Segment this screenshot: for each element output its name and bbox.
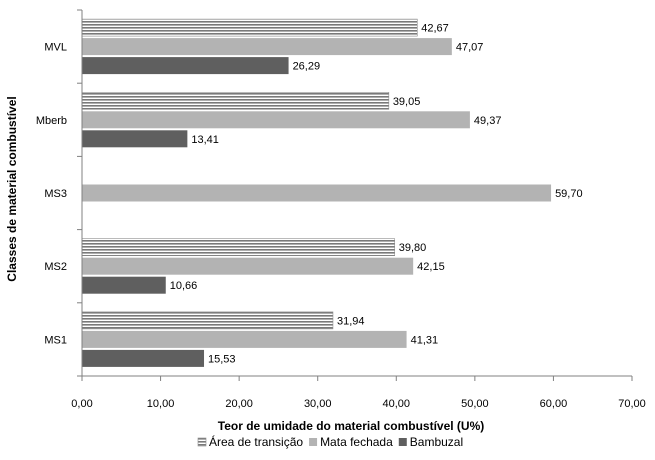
data-label: 42,15 (417, 261, 445, 273)
bar-mberb-series-2 (82, 130, 188, 148)
x-tick-label: 30,00 (304, 398, 332, 410)
bar-ms1-series-1 (82, 330, 407, 348)
legend-swatch (197, 437, 207, 447)
data-label: 26,29 (293, 61, 321, 73)
x-tick-label: 70,00 (618, 398, 646, 410)
bar-mvl-series-1 (82, 38, 452, 56)
legend-label: Mata fechada (320, 435, 393, 449)
category-label: MS2 (44, 261, 67, 273)
x-tick-label: 40,00 (383, 398, 411, 410)
bar-ms2-series-0 (81, 238, 396, 256)
legend-label: Área de transição (209, 434, 303, 449)
bar-ms1-series-0 (81, 311, 334, 330)
legend-swatch (309, 438, 318, 446)
legend-label: Bambuzal (410, 435, 463, 449)
legend: Área de transição Mata fechada Bambuzal (197, 434, 463, 449)
bar-ms1-series-2 (82, 349, 205, 367)
category-label: Mberb (36, 115, 67, 127)
x-tick-label: 0,00 (71, 398, 92, 410)
data-label: 41,31 (411, 334, 439, 346)
data-label: 39,05 (393, 96, 421, 108)
x-tick-label: 10,00 (147, 398, 175, 410)
x-tick-label: 50,00 (461, 398, 489, 410)
y-axis-title: Classes de material combustível (5, 96, 19, 281)
data-label: 47,07 (456, 42, 484, 54)
data-label: 15,53 (208, 353, 236, 365)
bar-mberb-series-0 (81, 92, 390, 110)
bar-mvl-series-2 (82, 57, 289, 75)
data-label: 10,66 (170, 280, 198, 292)
bar-ms2-series-1 (82, 257, 414, 275)
data-label: 49,37 (474, 115, 502, 127)
x-axis-title: Teor de umidade do material combustível … (218, 419, 485, 433)
bar-ms3-series-1 (82, 184, 552, 202)
x-tick-label: 20,00 (225, 398, 253, 410)
category-label: MS3 (44, 188, 67, 200)
legend-swatch (398, 438, 407, 446)
bar-mvl-series-0 (81, 18, 418, 37)
data-label: 39,80 (399, 242, 427, 254)
category-label: MVL (44, 42, 67, 54)
data-label: 13,41 (191, 134, 219, 146)
data-label: 42,67 (421, 23, 449, 35)
bar-ms2-series-2 (82, 276, 166, 294)
x-tick-label: 60,00 (540, 398, 568, 410)
data-label: 59,70 (555, 188, 583, 200)
data-label: 31,94 (337, 315, 365, 327)
bar-mberb-series-1 (82, 111, 470, 129)
category-label: MS1 (44, 334, 67, 346)
